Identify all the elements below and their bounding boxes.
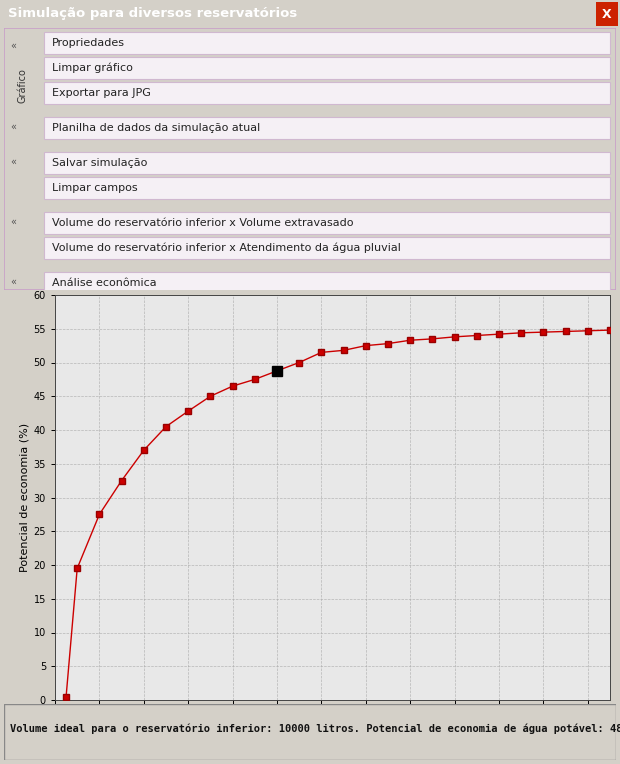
Text: «: « (10, 122, 16, 132)
Text: Planilha de dados da simulação atual: Planilha de dados da simulação atual (52, 123, 260, 133)
Text: «: « (10, 277, 16, 287)
Text: Simulação para diversos reservatórios: Simulação para diversos reservatórios (8, 8, 297, 21)
Bar (44, 177, 610, 199)
Text: Propriedades: Propriedades (52, 38, 125, 48)
Bar (44, 152, 610, 174)
Text: Exportar para JPG: Exportar para JPG (52, 88, 151, 98)
Y-axis label: Potencial de economia (%): Potencial de economia (%) (19, 423, 29, 572)
Text: Gráfico: Gráfico (17, 68, 27, 103)
Bar (596, 2, 618, 26)
Text: Volume do reservatório inferior x Atendimento da água pluvial: Volume do reservatório inferior x Atendi… (52, 243, 401, 253)
Text: Análise econômica: Análise econômica (52, 278, 157, 288)
Text: Salvar simulação: Salvar simulação (52, 158, 148, 168)
Bar (44, 82, 610, 104)
Text: Limpar campos: Limpar campos (52, 183, 138, 193)
Bar (44, 272, 610, 294)
Bar (44, 237, 610, 259)
Bar (44, 57, 610, 79)
Bar (44, 212, 610, 234)
Text: «: « (10, 157, 16, 167)
Text: X: X (602, 8, 612, 21)
Text: Limpar gráfico: Limpar gráfico (52, 63, 133, 73)
Text: Volume ideal para o reservatório inferior: 10000 litros. Potencial de economia d: Volume ideal para o reservatório inferio… (10, 724, 620, 734)
Text: «: « (10, 41, 16, 51)
Text: «: « (10, 217, 16, 227)
Text: Volume do reservatório inferior x Volume extravasado: Volume do reservatório inferior x Volume… (52, 218, 353, 228)
Bar (44, 117, 610, 139)
Bar (44, 32, 610, 54)
X-axis label: Volume do reservatório inferior (litros): Volume do reservatório inferior (litros) (226, 724, 439, 733)
